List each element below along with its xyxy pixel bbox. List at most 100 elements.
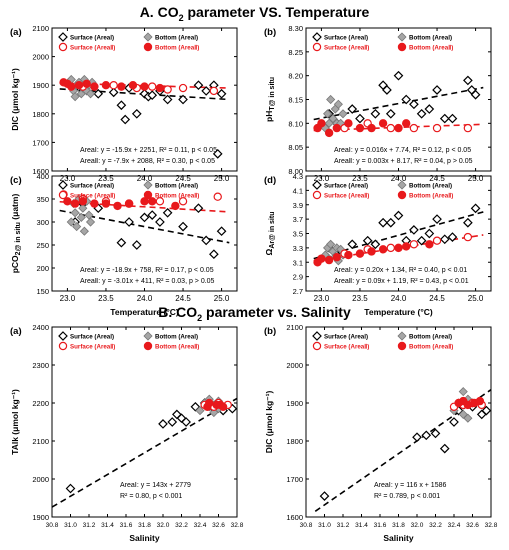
panel-label: (b)	[264, 27, 276, 38]
data-point	[70, 199, 80, 208]
data-point	[101, 199, 111, 208]
data-point	[140, 82, 149, 91]
data-point	[416, 235, 427, 246]
data-point	[355, 249, 365, 258]
data-point	[432, 85, 442, 95]
data-point	[481, 405, 492, 416]
data-point	[158, 419, 168, 429]
y-tick-label: 8.00	[288, 167, 303, 176]
data-point	[76, 212, 86, 222]
x-tick-label: 23.5	[98, 294, 114, 303]
data-point	[85, 217, 96, 227]
y-axis-label: DIC (μmol kg⁻¹)	[264, 391, 274, 454]
data-point	[439, 113, 450, 124]
y-tick-label: 8.05	[288, 143, 303, 152]
data-point	[324, 128, 334, 138]
data-point	[458, 387, 468, 397]
data-point	[101, 80, 111, 90]
data-point	[93, 88, 104, 99]
legend-marker	[312, 32, 322, 42]
x-tick-label: 32.2	[175, 522, 188, 529]
legend-label: Surface (AreaⅡ)	[70, 344, 115, 351]
data-point	[370, 108, 381, 119]
data-point	[319, 491, 330, 501]
data-point	[355, 113, 365, 124]
x-tick-label: 23.0	[314, 294, 330, 303]
data-point	[386, 243, 395, 253]
legend-label: Surface (AreaⅠ)	[324, 183, 368, 190]
fit-annotation: R² = 0.789, p < 0.001	[374, 493, 440, 500]
legend-marker	[58, 42, 68, 52]
data-point	[79, 226, 89, 236]
data-point	[475, 396, 485, 406]
data-point	[181, 417, 191, 427]
data-point	[367, 247, 376, 256]
legend-label: Bottom (AreaⅡ)	[409, 45, 453, 52]
x-tick-label: 32.0	[157, 522, 170, 529]
data-point	[362, 235, 373, 246]
data-point	[178, 83, 188, 93]
legend-marker	[397, 341, 407, 351]
fit-line-area-I	[59, 209, 230, 244]
data-point	[425, 240, 434, 249]
fit-annotation: AreaⅠ: y = 116 x + 1586	[374, 482, 446, 489]
data-point	[84, 210, 94, 220]
data-point	[338, 109, 348, 119]
data-point	[370, 239, 381, 250]
data-point	[72, 222, 82, 232]
panel-label: (a)	[10, 326, 22, 337]
y-tick-label: 2100	[286, 323, 303, 332]
x-tick-label: 31.2	[337, 522, 350, 529]
data-point	[378, 245, 388, 254]
legend-marker	[397, 331, 407, 341]
data-point	[326, 239, 336, 249]
panel-label: (d)	[264, 175, 276, 186]
y-tick-label: 1700	[32, 138, 49, 147]
fit-annotation: AreaⅠ: y = 0.20x + 1.34, R² = 0.40, p < …	[334, 267, 467, 274]
data-point	[332, 123, 342, 133]
data-point	[463, 217, 473, 228]
data-point	[120, 114, 131, 125]
data-point	[463, 413, 473, 423]
x-axis-label: Temperature (°C)	[364, 307, 433, 317]
fit-annotation: AreaⅠ: y = -15.9x + 2251, R² = 0.11, p <…	[80, 147, 217, 154]
data-point	[209, 86, 219, 96]
legend-marker	[397, 190, 407, 200]
y-tick-label: 250	[36, 241, 49, 250]
data-point	[333, 99, 343, 109]
data-point	[78, 197, 88, 206]
data-point	[394, 243, 403, 253]
y-tick-label: 3.3	[293, 244, 303, 253]
data-point	[394, 123, 403, 133]
legend-marker	[143, 341, 153, 351]
data-point	[124, 217, 134, 227]
data-point	[416, 108, 427, 119]
series	[324, 70, 481, 129]
y-tick-label: 2.9	[293, 273, 303, 282]
x-tick-label: 25.0	[214, 294, 230, 303]
y-tick-label: 400	[36, 172, 49, 181]
data-point	[323, 109, 333, 119]
legend-label: Surface (AreaⅡ)	[70, 45, 115, 52]
data-point	[317, 119, 326, 128]
y-tick-label: 4.3	[293, 172, 303, 181]
data-point	[201, 86, 212, 96]
x-tick-label: 31.4	[101, 522, 114, 529]
data-point	[213, 192, 222, 201]
data-point	[139, 212, 150, 223]
x-tick-label: 24.5	[429, 294, 445, 303]
data-point	[382, 85, 392, 95]
data-point	[78, 203, 88, 213]
legend-label: Bottom (AreaⅡ)	[409, 193, 453, 200]
data-point	[424, 104, 435, 114]
data-point	[163, 85, 172, 94]
legend-marker	[397, 32, 407, 42]
data-point	[201, 235, 212, 246]
data-point	[378, 217, 388, 228]
data-point	[193, 203, 204, 214]
data-point	[447, 113, 458, 124]
x-tick-label: 32.6	[466, 522, 479, 529]
legend-label: Bottom (AreaⅡ)	[409, 344, 453, 351]
y-tick-label: 2100	[32, 437, 49, 446]
